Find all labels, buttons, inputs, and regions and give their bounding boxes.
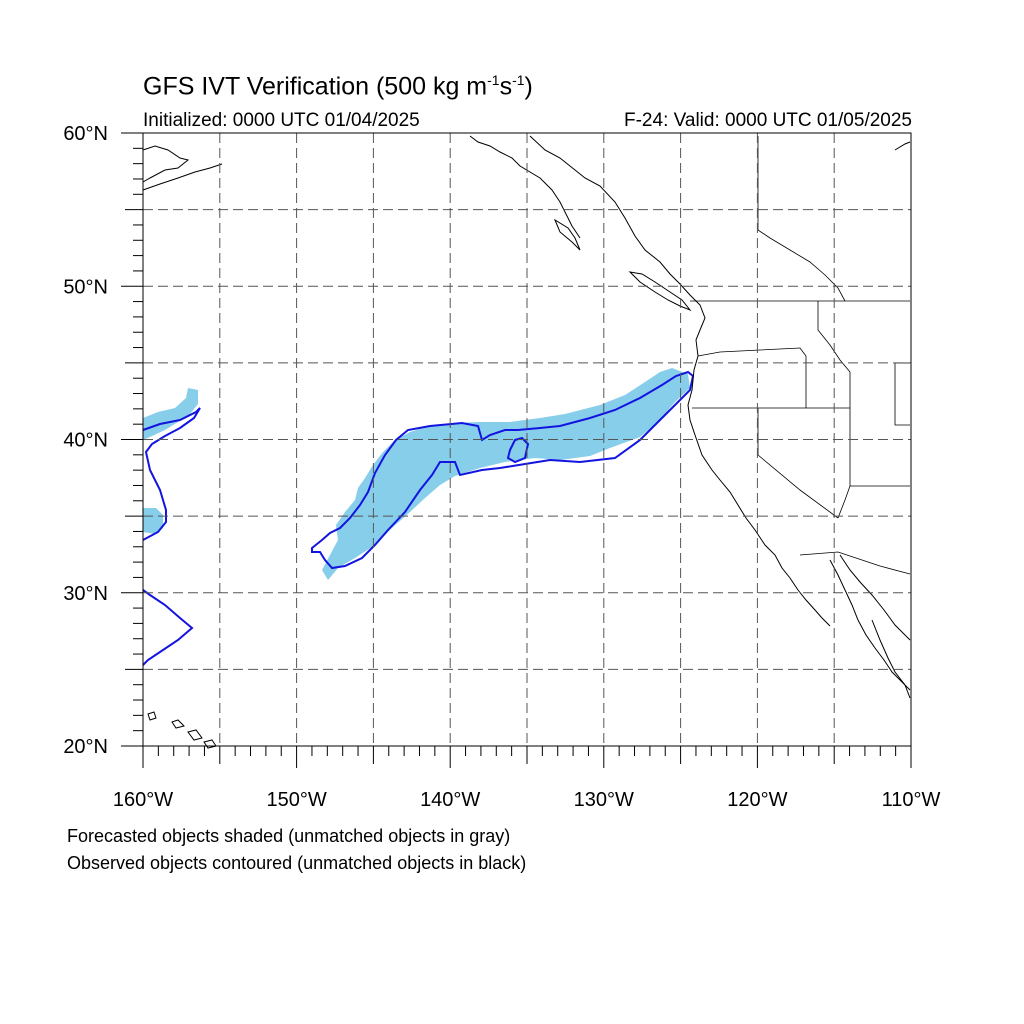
coastline-mexico-mainland: [871, 619, 911, 699]
grid-lines: [143, 133, 911, 746]
longitude-labels: 160°W 150°W 140°W 130°W 120°W 110°W: [113, 789, 941, 811]
boundary-bc-alberta: [757, 136, 846, 302]
forecast-object-main: [322, 368, 690, 580]
title-exponent-2: -1: [512, 72, 525, 88]
forecast-object-left-lower: [143, 508, 163, 534]
latitude-label: 60°N: [63, 123, 108, 145]
coastline-north-america: [529, 135, 831, 627]
longitude-label: 150°W: [266, 789, 326, 811]
coastline-baja: [829, 559, 911, 691]
map-title: GFS IVT Verification (500 kg m-1s-1): [143, 72, 533, 101]
forecast-object-left-upper: [143, 388, 198, 440]
coastline-bc-islands: [553, 218, 692, 312]
title-suffix: ): [524, 72, 533, 101]
caption-observed: Observed objects contoured (unmatched ob…: [67, 853, 527, 873]
coastline-hawaii-islands: [147, 711, 217, 749]
observed-object-left-2: [142, 589, 194, 666]
latitude-label: 30°N: [63, 583, 108, 605]
coastlines: [142, 135, 911, 749]
boundary-us-mexico: [799, 551, 911, 575]
coastline-aleutians: [142, 145, 223, 191]
boundary-wa-or: [697, 347, 807, 408]
title-unit-s: s: [499, 72, 513, 101]
longitude-label: 120°W: [727, 789, 787, 811]
caption-forecast: Forecasted objects shaded (unmatched obj…: [67, 826, 511, 846]
longitude-label: 130°W: [574, 789, 634, 811]
latitude-label: 20°N: [63, 736, 108, 758]
longitude-label: 140°W: [420, 789, 480, 811]
title-text: GFS IVT Verification (500 kg m: [143, 72, 488, 101]
latitude-label: 40°N: [63, 430, 108, 452]
latitude-label: 50°N: [63, 276, 108, 298]
axis-ticks: [121, 132, 912, 768]
valid-time: F-24: Valid: 0000 UTC 01/05/2025: [624, 110, 912, 131]
coastline-northeast-corner: [894, 141, 911, 151]
title-exponent-1: -1: [487, 72, 500, 88]
boundary-ca-nv: [757, 408, 839, 519]
coastline-gulf-california: [839, 554, 911, 641]
forecast-objects: [143, 368, 690, 580]
longitude-label: 110°W: [882, 789, 941, 811]
initialized-time: Initialized: 0000 UTC 01/04/2025: [143, 110, 420, 131]
political-boundaries: [690, 136, 911, 575]
observed-object-main: [311, 370, 695, 570]
latitude-labels: 20°N 30°N 40°N 50°N 60°N: [63, 123, 108, 758]
longitude-label: 160°W: [113, 789, 173, 811]
boundary-nv-az: [837, 408, 851, 519]
coastline-alaska-panhandle: [469, 135, 581, 239]
